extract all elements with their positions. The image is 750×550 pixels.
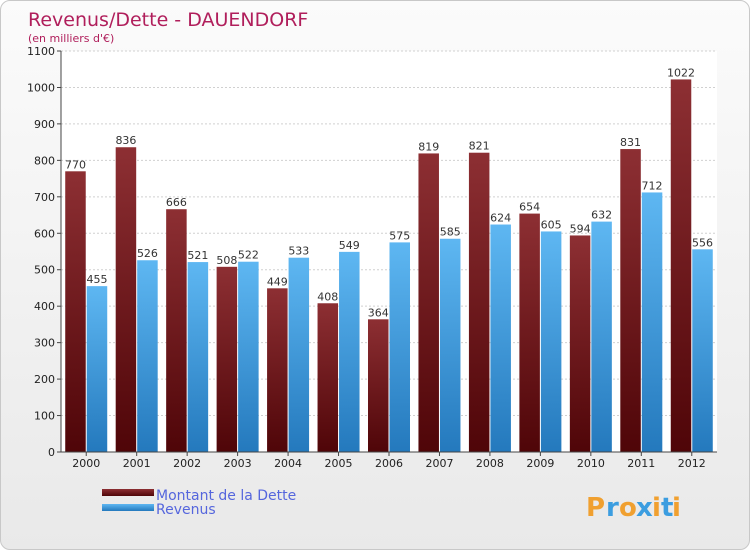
- y-tick-label: 300: [34, 337, 55, 350]
- y-tick-label: 800: [34, 154, 55, 167]
- bar-revenus: [238, 261, 259, 452]
- data-label-revenus: 632: [591, 209, 612, 222]
- bar-dette: [569, 235, 591, 452]
- data-label-dette: 594: [570, 222, 591, 235]
- data-label-revenus: 533: [288, 245, 309, 258]
- chart-subtitle: (en milliers d'€): [28, 32, 114, 45]
- bar-dette: [115, 147, 137, 453]
- legend-swatch-debt: [102, 489, 154, 496]
- legend: Montant de la Dette Revenus: [102, 488, 296, 518]
- logo-letter: t: [661, 493, 673, 523]
- logo-letter: i: [672, 493, 681, 523]
- logo-letter: i: [652, 493, 661, 523]
- x-tick-label: 2007: [425, 457, 453, 470]
- x-tick-label: 2004: [274, 457, 302, 470]
- bars: 770 455 836 526 666 521 508 522 449 533 408 549 364 5…: [65, 66, 713, 453]
- y-tick-label: 1000: [27, 81, 55, 94]
- logo-letter: o: [619, 493, 637, 523]
- x-axis-ticks: 2000 2001 2002 2003 2004 2005 2006 2007 2008 2009…: [61, 451, 717, 470]
- logo-letter: r: [606, 493, 619, 523]
- bar-revenus: [692, 249, 713, 452]
- bar-revenus: [641, 192, 663, 452]
- legend-swatch-revenus: [102, 504, 154, 511]
- bar-dette: [166, 209, 187, 452]
- data-label-revenus: 585: [440, 226, 461, 239]
- data-label-revenus: 605: [541, 218, 562, 231]
- y-tick-label: 1100: [27, 45, 55, 58]
- x-tick-label: 2000: [72, 457, 100, 470]
- data-label-dette: 821: [469, 140, 490, 153]
- data-label-revenus: 624: [490, 212, 511, 225]
- x-tick-label: 2012: [678, 457, 706, 470]
- bar-revenus: [187, 262, 209, 452]
- data-label-revenus: 522: [238, 249, 259, 262]
- logo-letter: P: [586, 493, 605, 523]
- bar-revenus: [540, 231, 562, 452]
- bar-dette: [620, 149, 641, 452]
- y-tick-label: 200: [34, 373, 55, 386]
- bar-dette: [670, 79, 692, 453]
- legend-label-debt: Montant de la Dette: [156, 488, 296, 504]
- data-label-revenus: 712: [642, 179, 663, 192]
- bar-dette: [65, 171, 86, 453]
- x-tick-label: 2010: [577, 457, 605, 470]
- data-label-revenus: 526: [137, 247, 158, 260]
- bar-dette: [267, 288, 288, 452]
- y-axis-ticks: 0 100 200 300 400 500 600 700 800 900 1000 1100: [27, 45, 62, 459]
- bar-dette: [317, 303, 339, 452]
- data-label-dette: 831: [620, 136, 641, 149]
- x-tick-label: 2011: [627, 457, 655, 470]
- data-label-revenus: 455: [86, 273, 107, 286]
- data-label-dette: 408: [317, 290, 338, 303]
- data-label-dette: 1022: [667, 66, 695, 79]
- bar-dette: [468, 152, 490, 452]
- data-label-revenus: 575: [389, 229, 410, 242]
- logo-letter: x: [636, 493, 653, 523]
- x-tick-label: 2003: [224, 457, 252, 470]
- bar-revenus: [591, 221, 612, 452]
- data-label-revenus: 521: [187, 249, 208, 262]
- data-label-dette: 654: [519, 201, 540, 214]
- y-tick-label: 0: [48, 446, 55, 459]
- data-label-dette: 666: [166, 196, 187, 209]
- data-label-dette: 770: [65, 158, 86, 171]
- legend-label-revenus: Revenus: [156, 502, 216, 518]
- bar-revenus: [389, 242, 410, 452]
- data-label-dette: 449: [267, 275, 288, 288]
- y-tick-label: 900: [34, 118, 55, 131]
- x-tick-label: 2005: [325, 457, 353, 470]
- bar-dette: [418, 153, 439, 453]
- y-tick-label: 100: [34, 410, 55, 423]
- bar-revenus: [339, 251, 360, 452]
- plot-area: [61, 51, 717, 452]
- bar-revenus: [86, 286, 108, 452]
- y-tick-label: 600: [34, 227, 55, 240]
- chart-title: Revenus/Dette - DAUENDORF: [28, 9, 308, 31]
- x-tick-label: 2002: [173, 457, 201, 470]
- bar-dette: [368, 319, 389, 452]
- bar-revenus: [439, 238, 461, 452]
- x-tick-label: 2009: [526, 457, 554, 470]
- bar-revenus: [288, 257, 310, 452]
- y-tick-label: 500: [34, 264, 55, 277]
- data-label-dette: 508: [216, 254, 237, 267]
- bar-revenus: [137, 260, 158, 452]
- data-label-dette: 836: [115, 134, 136, 147]
- data-label-revenus: 556: [692, 236, 713, 249]
- x-tick-label: 2008: [476, 457, 504, 470]
- data-label-revenus: 549: [339, 239, 360, 252]
- bar-revenus: [490, 224, 511, 452]
- bar-dette: [216, 266, 238, 452]
- x-tick-label: 2001: [123, 457, 151, 470]
- gridlines: [61, 50, 717, 453]
- data-label-dette: 819: [418, 140, 439, 153]
- x-tick-label: 2006: [375, 457, 403, 470]
- y-tick-label: 700: [34, 191, 55, 204]
- bar-dette: [519, 213, 540, 452]
- y-tick-label: 400: [34, 300, 55, 313]
- data-label-dette: 364: [368, 306, 389, 319]
